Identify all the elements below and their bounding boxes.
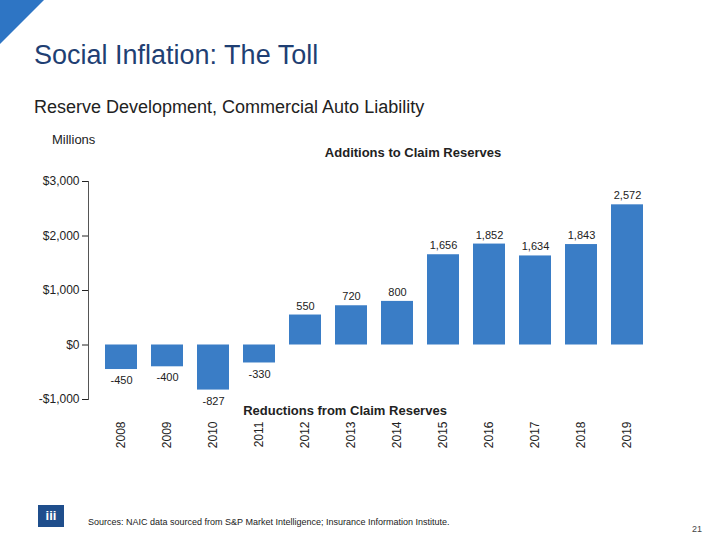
- svg-text:2012: 2012: [298, 421, 312, 448]
- html-text:Social Inflation: The Toll: Social Inflation: The Toll: [34, 40, 319, 70]
- svg-text:$0: $0: [66, 338, 80, 352]
- svg-text:$1,000: $1,000: [43, 283, 80, 297]
- svg-text:$2,000: $2,000: [43, 229, 80, 243]
- svg-text:2018: 2018: [574, 421, 588, 448]
- svg-text:-330: -330: [248, 368, 270, 380]
- html-text:Reductions from Claim Reserves: Reductions from Claim Reserves: [243, 403, 447, 418]
- svg-text:800: 800: [388, 286, 406, 298]
- svg-text:2015: 2015: [436, 421, 450, 448]
- svg-text:1,843: 1,843: [568, 229, 596, 241]
- svg-text:$3,000: $3,000: [43, 174, 80, 188]
- svg-text:2010: 2010: [206, 421, 220, 448]
- svg-text:2019: 2019: [620, 421, 634, 448]
- svg-text:1,634: 1,634: [522, 240, 550, 252]
- html-text:Additions to Claim Reserves: Additions to Claim Reserves: [324, 145, 502, 160]
- html-text:iii: iii: [45, 508, 57, 523]
- svg-text:2008: 2008: [114, 421, 128, 448]
- svg-text:2017: 2017: [528, 421, 542, 448]
- svg-text:2016: 2016: [482, 421, 496, 448]
- html-text:Millions: Millions: [52, 132, 96, 147]
- svg-text:1,852: 1,852: [476, 229, 504, 241]
- svg-text:720: 720: [342, 290, 360, 302]
- html-text:Reserve Development, Commercia: Reserve Development, Commercial Auto Lia…: [34, 97, 425, 117]
- html-text:Sources: NAIC data sourced fro: Sources: NAIC data sourced from S&P Mark…: [88, 517, 450, 527]
- svg-text:-450: -450: [110, 374, 132, 386]
- svg-text:2011: 2011: [252, 421, 266, 447]
- svg-text:-$1,000: -$1,000: [39, 392, 80, 406]
- svg-text:-827: -827: [202, 395, 224, 407]
- svg-text:2009: 2009: [160, 421, 174, 448]
- svg-text:2014: 2014: [390, 421, 404, 448]
- svg-text:2,572: 2,572: [614, 189, 642, 201]
- svg-text:-400: -400: [156, 371, 178, 383]
- svg-text:550: 550: [296, 300, 314, 312]
- svg-text:2013: 2013: [344, 421, 358, 448]
- html-text:21: 21: [692, 524, 702, 534]
- svg-text:1,656: 1,656: [430, 239, 458, 251]
